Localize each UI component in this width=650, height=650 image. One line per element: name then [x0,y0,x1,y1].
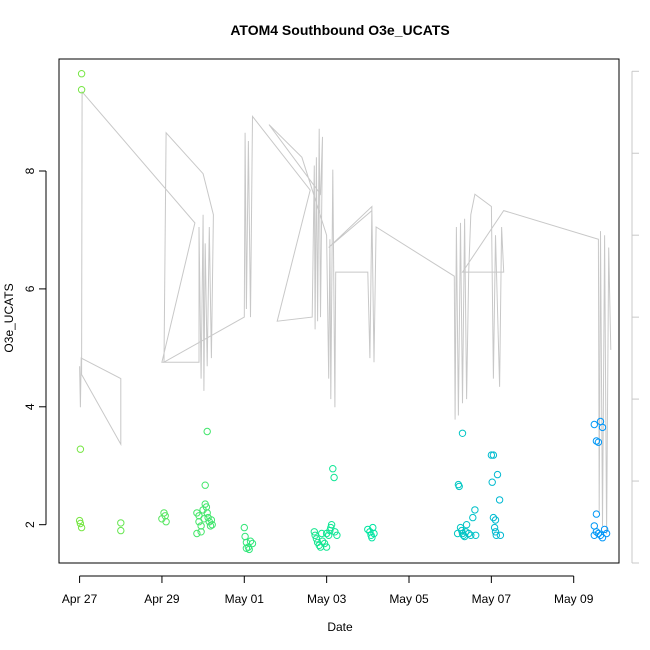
y-axis-label: O3e_UCATS [2,283,16,352]
data-point [590,531,598,539]
chart-title: ATOM4 Southbound O3e_UCATS [230,22,449,38]
data-point [162,518,170,526]
data-point [458,429,467,437]
data-point [462,521,471,529]
data-point [193,529,201,538]
data-point [329,465,337,473]
secondary-series-line [79,90,612,535]
data-point [322,543,331,551]
data-point [469,513,477,522]
x-tick-label: May 07 [472,592,512,606]
data-point [248,539,257,548]
data-point [311,531,319,539]
data-point [318,537,327,545]
data-point [493,470,502,479]
x-axis-label: Date [327,620,353,634]
data-point [368,534,376,542]
data-point [203,509,211,517]
data-point [455,482,463,491]
data-point [208,521,216,529]
data-point [327,523,335,532]
data-point [492,531,500,539]
x-tick-label: May 01 [225,592,265,606]
data-point [592,510,601,518]
y-tick-label: 4 [23,403,37,410]
data-point [453,529,462,538]
data-point [472,531,480,539]
data-point [203,427,211,436]
data-point [117,526,125,535]
data-point [207,516,216,524]
data-point [325,531,333,539]
data-point [491,528,500,536]
y-tick-label: 2 [23,521,37,528]
x-tick-label: May 03 [307,592,347,606]
x-tick-label: Apr 27 [62,592,98,606]
data-point [77,70,86,78]
data-point [117,519,125,527]
y-tick-label: 8 [23,167,37,174]
x-tick-label: May 05 [389,592,429,606]
data-point [245,545,253,554]
data-point [594,438,603,446]
data-point [77,86,86,94]
data-point [487,451,496,459]
data-point [495,496,504,504]
x-axis: Apr 27 Apr 29 May 01 May 03 May 05 May 07 May … [62,575,594,606]
data-point [318,529,326,538]
data-point [246,537,255,545]
data-point [488,478,496,486]
data-point [600,525,609,534]
data-point [76,445,85,453]
data-point [489,513,498,522]
data-point [592,437,601,445]
data-point [490,523,499,532]
data-point [312,535,321,543]
data-point [327,521,336,529]
data-point [310,528,318,536]
data-point [77,523,86,532]
data-point [197,522,205,530]
data-point [467,531,475,539]
data-point [491,516,500,524]
plot-frame [58,58,620,564]
data-point [240,523,249,532]
x-tick-label: May 09 [554,592,594,606]
data-point [598,423,607,432]
data-point [594,529,603,538]
data-point [496,531,505,539]
data-point [590,420,598,429]
data-point [465,529,473,538]
data-point [364,525,372,534]
x-tick-label: Apr 29 [144,592,180,606]
y-axis: 2 4 6 8 [23,167,47,528]
data-point [471,506,479,514]
y-tick-label: 6 [23,285,37,292]
y2-axis: 240260280300320340360 [631,70,639,564]
data-point [197,528,205,536]
data-point [330,473,338,482]
secondary-line-layer [79,90,612,535]
data-point [598,534,607,542]
data-point [241,532,249,541]
points-layer [75,70,611,554]
data-point [370,529,378,538]
data-point [489,451,498,459]
data-point [75,516,84,525]
data-point [320,539,329,548]
data-point [333,531,341,539]
data-point [201,481,209,489]
data-point [76,519,85,528]
data-point [602,529,611,538]
